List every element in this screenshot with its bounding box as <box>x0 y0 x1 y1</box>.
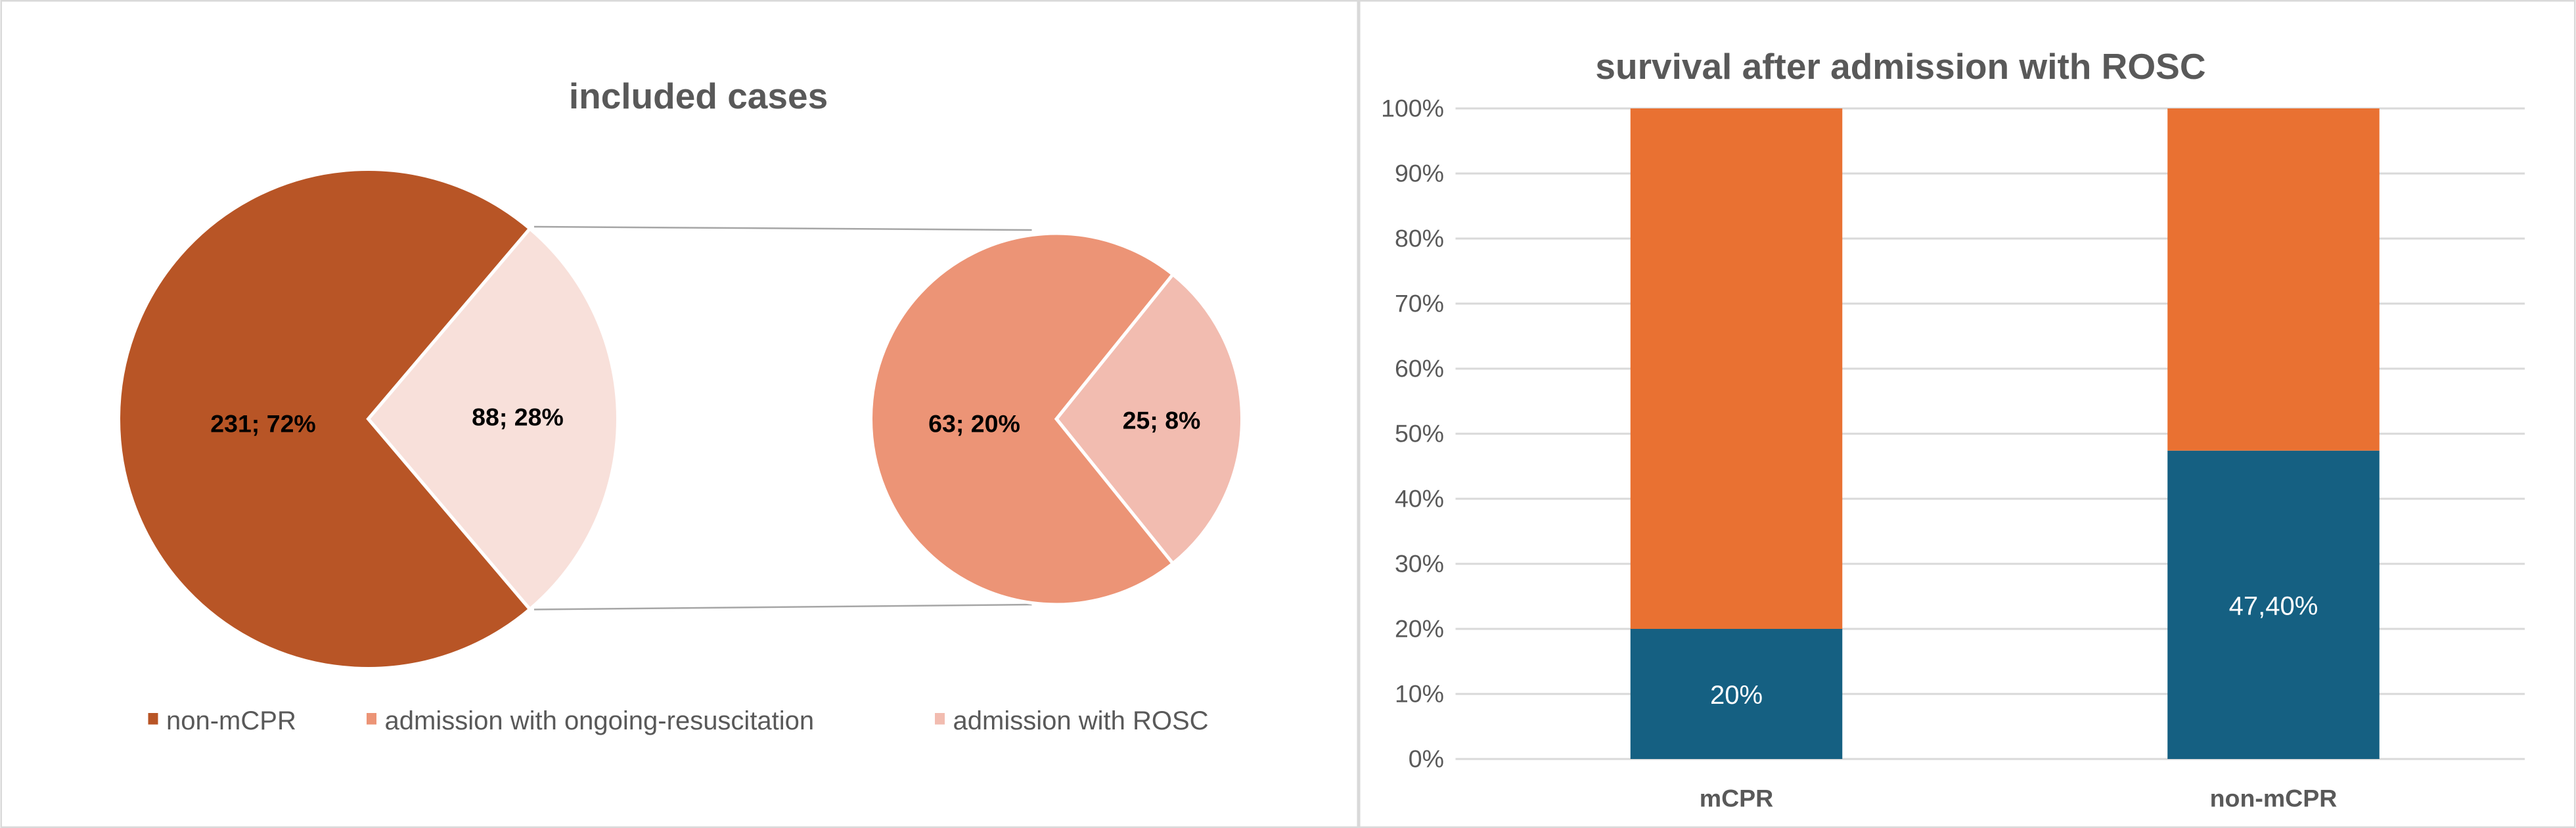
y-tick-label: 40% <box>1395 485 1444 513</box>
right-chart-frame <box>1359 0 2576 828</box>
legend-marker-rosc <box>935 713 945 725</box>
pie-slice-admission-combined <box>366 226 620 612</box>
legend-label-non-mcpr: non-mCPR <box>166 706 296 735</box>
y-tick-label: 60% <box>1395 355 1444 382</box>
slice-label-admission: 88; 28% <box>472 403 564 431</box>
connector-line-bottom <box>533 603 1032 610</box>
bar-non-mcpr-survived <box>2167 450 2380 759</box>
y-tick-label: 70% <box>1395 290 1444 317</box>
pie-chart-title: included cases <box>569 76 828 116</box>
y-tick-label: 0% <box>1409 745 1444 773</box>
y-tick-label: 50% <box>1395 420 1444 448</box>
x-category-label: non-mCPR <box>2210 785 2338 812</box>
bar-mcpr-not-survived <box>1630 108 1843 629</box>
legend-label-ongoing-resuscitation: admission with ongoing-resuscitation <box>385 706 815 735</box>
y-tick-label: 100% <box>1381 95 1444 122</box>
bar-chart: survival after admission with ROSC 0% 10%… <box>1381 46 2525 812</box>
bar-mcpr-survived <box>1630 629 1843 759</box>
slice-label-ongoing-resuscitation: 63; 20% <box>928 410 1020 438</box>
data-label: 20% <box>1710 681 1763 710</box>
legend-marker-non-mcpr <box>148 713 158 725</box>
pie-chart: included cases 231; 72% 88; 28% 63; 20% … <box>117 76 1244 735</box>
y-tick-label: 10% <box>1395 680 1444 708</box>
x-category-label: mCPR <box>1700 785 1774 812</box>
y-tick-label: 20% <box>1395 615 1444 643</box>
legend-label-rosc: admission with ROSC <box>953 706 1209 735</box>
pie-legend: non-mCPR admission with ongoing-resuscit… <box>148 706 1209 735</box>
pie-slice-non-mcpr <box>117 168 533 670</box>
bar-chart-title: survival after admission with ROSC <box>1595 46 2205 87</box>
y-tick-label: 90% <box>1395 160 1444 187</box>
pie-slice-admission-with-rosc <box>1054 272 1244 566</box>
slice-label-non-mcpr: 231; 72% <box>210 410 316 438</box>
slice-label-rosc: 25; 8% <box>1123 407 1201 434</box>
legend-marker-ongoing-resuscitation <box>367 713 376 725</box>
pie-slice-admission-with-ongoing-resuscitation <box>869 231 1175 607</box>
y-tick-label: 80% <box>1395 225 1444 252</box>
bar-non-mcpr-not-survived <box>2167 108 2380 451</box>
y-tick-label: 30% <box>1395 550 1444 578</box>
data-label: 47,40% <box>2229 591 2318 620</box>
connector-line-top <box>533 225 1032 231</box>
